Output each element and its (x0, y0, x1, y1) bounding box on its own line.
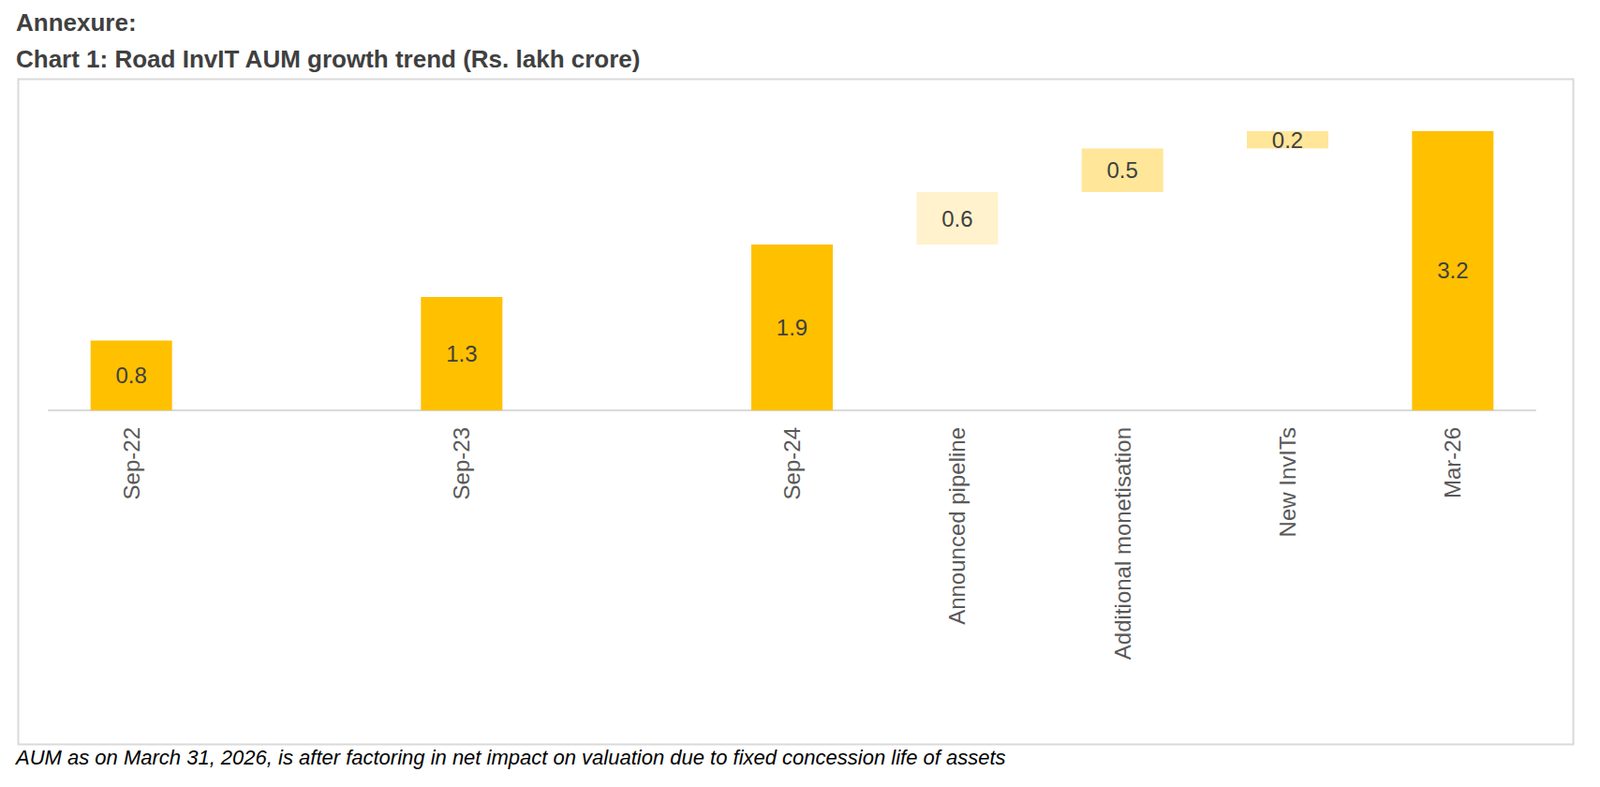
svg-text:1.3: 1.3 (445, 340, 477, 367)
svg-text:1.9: 1.9 (776, 314, 808, 341)
svg-text:0.5: 0.5 (1106, 157, 1138, 183)
svg-text:New InvITs: New InvITs (1274, 427, 1301, 537)
svg-text:AUM as on March 31, 2026, is a: AUM as on March 31, 2026, is after facto… (14, 745, 1007, 770)
svg-text:Announced pipeline: Announced pipeline (944, 427, 970, 625)
svg-text:Additional monetisation: Additional monetisation (1110, 427, 1136, 660)
svg-text:Mar-26: Mar-26 (1439, 427, 1466, 499)
svg-text:Sep-22: Sep-22 (118, 427, 145, 500)
svg-text:Annexure:: Annexure: (15, 8, 137, 37)
svg-text:3.2: 3.2 (1437, 257, 1468, 283)
svg-text:Chart 1: Road InvIT AUM growth: Chart 1: Road InvIT AUM growth trend (Rs… (15, 44, 640, 74)
svg-text:Sep-24: Sep-24 (779, 427, 805, 500)
svg-text:0.8: 0.8 (115, 362, 147, 388)
svg-text:Sep-23: Sep-23 (448, 427, 475, 500)
svg-text:0.2: 0.2 (1272, 127, 1304, 153)
svg-text:0.6: 0.6 (941, 206, 973, 232)
